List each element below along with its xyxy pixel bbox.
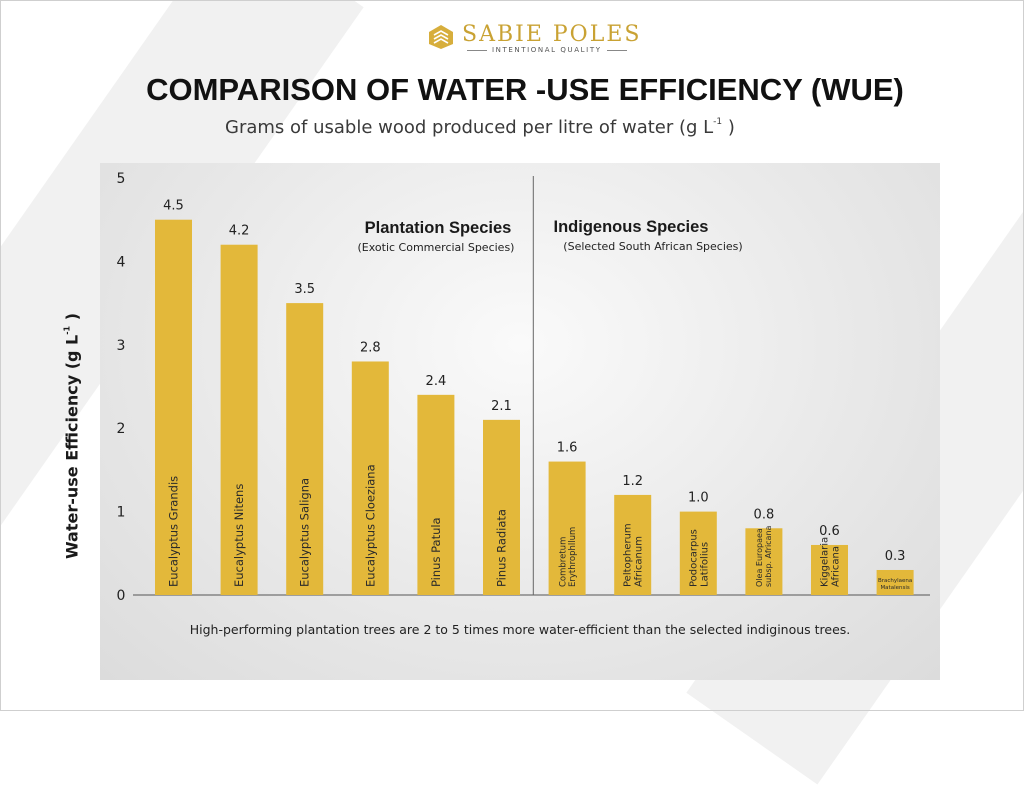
bar	[155, 219, 192, 595]
category-label: Pinus Radiata	[495, 509, 509, 587]
y-tick-label: 4	[117, 254, 126, 270]
y-tick-label: 3	[117, 338, 126, 354]
bar-value-label: 0.6	[819, 524, 840, 539]
category-label-line: Eucalyptus Cloeziana	[363, 464, 377, 587]
category-label-line: Podocarpus	[688, 529, 699, 587]
bar-value-label: 1.6	[557, 441, 578, 456]
category-label-line: Kiggelaria	[820, 537, 831, 587]
group-caption: (Selected South African Species)	[563, 240, 742, 253]
bar	[811, 544, 848, 595]
group-title: Indigenous Species	[554, 218, 709, 236]
bar	[548, 461, 586, 595]
bar-value-label: 4.2	[229, 224, 250, 239]
bar-value-label: 1.2	[622, 474, 643, 489]
bar	[286, 303, 324, 595]
y-tick-label: 5	[117, 171, 126, 187]
bar	[614, 494, 652, 595]
bar	[483, 419, 520, 595]
chart-subtitle: Grams of usable wood produced per litre …	[225, 117, 735, 138]
bar-value-label: 2.1	[491, 399, 512, 414]
category-label: Pinus Patula	[429, 517, 443, 587]
category-label: Kiggelaria Africana	[820, 537, 842, 587]
category-label-line: Africana	[831, 546, 842, 587]
category-label: Olea Europaea subsp. Africana	[755, 525, 773, 587]
bar-value-label: 2.4	[426, 374, 447, 389]
subtitle-text: Grams of usable wood produced per litre …	[225, 117, 714, 138]
subtitle-superscript: -1	[713, 117, 723, 127]
category-label-line: Africanum	[634, 536, 645, 587]
category-label: Combretum Erythrophllum	[558, 527, 578, 587]
category-label-line: Pinus Radiata	[495, 509, 509, 587]
category-label-line: Combretum	[558, 537, 568, 587]
bar	[417, 394, 455, 595]
bar-value-label: 0.3	[885, 549, 906, 564]
bar	[876, 569, 914, 595]
category-label-line: Eucalyptus Saligna	[298, 478, 312, 587]
category-label: Eucalyptus Nitens	[232, 484, 246, 587]
bar-value-label: 1.0	[688, 491, 709, 506]
logo-mark-icon	[429, 25, 453, 49]
bar-value-label: 0.8	[754, 507, 775, 522]
bar	[679, 511, 717, 595]
category-label-line: Eucalyptus Grandis	[167, 476, 181, 587]
bar	[351, 361, 389, 595]
subtitle-close: )	[722, 117, 735, 138]
category-label-line: Eucalyptus Nitens	[232, 484, 246, 587]
category-label: Eucalyptus Grandis	[167, 476, 181, 587]
category-label: Brachylaena	[878, 578, 912, 584]
bar-value-label: 3.5	[294, 282, 315, 297]
bar	[745, 528, 783, 595]
chart-footnote: High-performing plantation trees are 2 t…	[189, 622, 851, 637]
group-title: Plantation Species	[365, 219, 512, 237]
category-label-line: Latifolius	[699, 542, 710, 587]
category-label-line: Olea Europaea	[755, 528, 764, 587]
category-label: Matalensis	[880, 585, 909, 591]
brand-logo: SABIE POLES INTENTIONAL QUALITY	[0, 20, 1024, 60]
category-label-line: Peltopherum	[623, 523, 634, 587]
category-label: Eucalyptus Cloeziana	[363, 464, 377, 587]
category-label-line: subsp. Africana	[764, 525, 773, 587]
bar-value-label: 2.8	[360, 340, 381, 355]
group-caption: (Exotic Commercial Species)	[358, 241, 515, 254]
bar-value-label: 4.5	[163, 199, 184, 214]
category-label-line: Pinus Patula	[429, 517, 443, 587]
category-label-line: Erythrophllum	[568, 527, 578, 587]
category-label: Eucalyptus Saligna	[298, 478, 312, 587]
y-tick-label: 2	[117, 421, 126, 437]
category-label: Peltopherum Africanum	[623, 523, 645, 587]
bar-chart: 0 1 2 3 4 5 4.5 Eucalyptus Grandis 4.2 Eucalyptus…	[117, 171, 930, 604]
category-label: Podocarpus Latifolius	[688, 529, 710, 587]
page-title: COMPARISON OF WATER -USE EFFICIENCY (WUE…	[146, 72, 904, 107]
y-tick-label: 0	[117, 588, 126, 604]
brand-name: SABIE POLES	[462, 22, 642, 47]
bar	[220, 244, 258, 595]
brand-tagline: INTENTIONAL QUALITY	[462, 46, 622, 54]
y-tick-label: 1	[117, 505, 126, 521]
